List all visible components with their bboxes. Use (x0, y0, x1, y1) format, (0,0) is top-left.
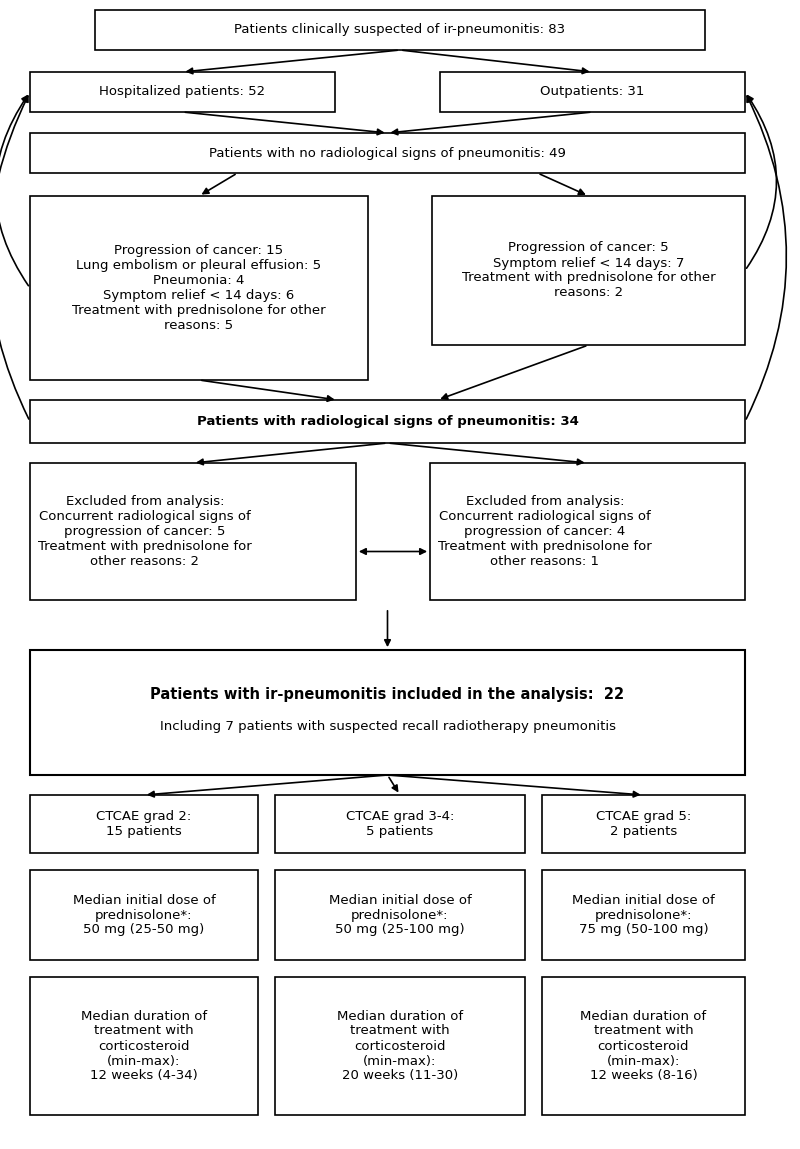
Bar (30, 196, 368, 380)
Bar (30, 133, 745, 173)
Text: Progression of cancer: 5
Symptom relief < 14 days: 7
Treatment with prednisolone: Progression of cancer: 5 Symptom relief … (462, 241, 715, 300)
Text: Patients with ir-pneumonitis included in the analysis:  22: Patients with ir-pneumonitis included in… (150, 687, 625, 702)
Bar (440, 72, 745, 111)
Text: Median duration of
treatment with
corticosteroid
(min-max):
12 weeks (4-34): Median duration of treatment with cortic… (81, 1010, 207, 1082)
Text: Including 7 patients with suspected recall radiotherapy pneumonitis: Including 7 patients with suspected reca… (159, 720, 615, 733)
Text: Hospitalized patients: 52: Hospitalized patients: 52 (99, 85, 266, 99)
Bar (432, 196, 745, 345)
Text: Excluded from analysis:
Concurrent radiological signs of
progression of cancer: : Excluded from analysis: Concurrent radio… (38, 495, 252, 568)
Text: Progression of cancer: 15
Lung embolism or pleural effusion: 5
Pneumonia: 4
Symp: Progression of cancer: 15 Lung embolism … (72, 244, 326, 332)
Bar (30, 72, 335, 111)
Text: Median initial dose of
prednisolone*:
50 mg (25-50 mg): Median initial dose of prednisolone*: 50… (73, 894, 215, 936)
Bar (95, 10, 705, 51)
Text: Median initial dose of
prednisolone*:
50 mg (25-100 mg): Median initial dose of prednisolone*: 50… (329, 894, 471, 936)
Bar (30, 400, 745, 444)
Text: Patients with radiological signs of pneumonitis: 34: Patients with radiological signs of pneu… (197, 415, 578, 427)
Bar (275, 870, 525, 961)
Text: Patients clinically suspected of ir-pneumonitis: 83: Patients clinically suspected of ir-pneu… (234, 23, 566, 37)
Bar (275, 977, 525, 1115)
Bar (542, 870, 745, 961)
Text: Median initial dose of
prednisolone*:
75 mg (50-100 mg): Median initial dose of prednisolone*: 75… (572, 894, 715, 936)
Bar (542, 977, 745, 1115)
Bar (30, 977, 258, 1115)
Text: CTCAE grad 5:
2 patients: CTCAE grad 5: 2 patients (596, 810, 691, 838)
Text: Patients with no radiological signs of pneumonitis: 49: Patients with no radiological signs of p… (209, 147, 566, 160)
Bar (275, 795, 525, 853)
Text: Excluded from analysis:
Concurrent radiological signs of
progression of cancer: : Excluded from analysis: Concurrent radio… (438, 495, 652, 568)
Text: CTCAE grad 3-4:
5 patients: CTCAE grad 3-4: 5 patients (346, 810, 454, 838)
Bar (30, 795, 258, 853)
Bar (30, 650, 745, 774)
Bar (430, 463, 745, 600)
Text: Median duration of
treatment with
corticosteroid
(min-max):
12 weeks (8-16): Median duration of treatment with cortic… (581, 1010, 706, 1082)
Bar (542, 795, 745, 853)
Text: Outpatients: 31: Outpatients: 31 (540, 85, 645, 99)
Bar (30, 463, 356, 600)
Text: CTCAE grad 2:
15 patients: CTCAE grad 2: 15 patients (96, 810, 192, 838)
Text: Median duration of
treatment with
corticosteroid
(min-max):
20 weeks (11-30): Median duration of treatment with cortic… (337, 1010, 463, 1082)
Bar (30, 870, 258, 961)
